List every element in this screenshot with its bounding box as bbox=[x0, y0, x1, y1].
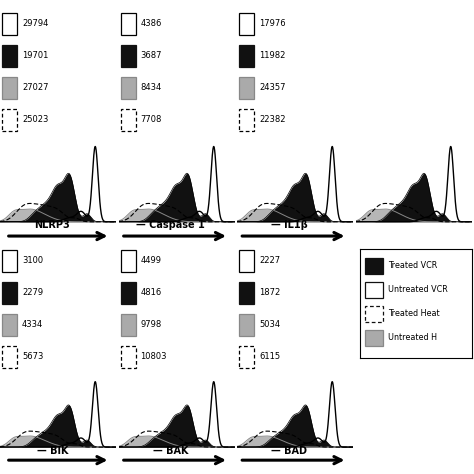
Bar bbox=[239, 314, 255, 336]
Bar bbox=[121, 109, 136, 131]
Text: 4334: 4334 bbox=[22, 319, 43, 328]
Bar bbox=[2, 250, 18, 272]
Text: 27027: 27027 bbox=[22, 82, 48, 91]
Text: Treated VCR: Treated VCR bbox=[388, 261, 438, 270]
Bar bbox=[2, 282, 18, 304]
Bar bbox=[365, 329, 383, 346]
Bar bbox=[239, 282, 255, 304]
Bar bbox=[121, 314, 136, 336]
Text: — BAD: — BAD bbox=[271, 446, 307, 456]
Text: 22382: 22382 bbox=[259, 115, 285, 124]
Text: 17976: 17976 bbox=[259, 18, 286, 27]
Text: 29794: 29794 bbox=[22, 18, 48, 27]
Text: — BAK: — BAK bbox=[153, 446, 189, 456]
Bar bbox=[365, 257, 383, 274]
Text: — Caspase 1: — Caspase 1 bbox=[137, 220, 205, 230]
Text: 2227: 2227 bbox=[259, 255, 280, 264]
Bar bbox=[121, 13, 136, 35]
Bar bbox=[2, 109, 18, 131]
Text: 11982: 11982 bbox=[259, 51, 285, 60]
Text: 7708: 7708 bbox=[141, 115, 162, 124]
Text: Untreated VCR: Untreated VCR bbox=[388, 285, 448, 294]
Bar bbox=[2, 77, 18, 99]
Bar bbox=[365, 282, 383, 298]
Text: — IL1β: — IL1β bbox=[271, 220, 308, 230]
Text: 9798: 9798 bbox=[141, 319, 162, 328]
Bar bbox=[2, 13, 18, 35]
Bar bbox=[239, 77, 255, 99]
Text: 3100: 3100 bbox=[22, 255, 43, 264]
Bar bbox=[121, 282, 136, 304]
Text: Untreated H: Untreated H bbox=[388, 333, 437, 342]
Bar bbox=[365, 306, 383, 322]
Bar bbox=[2, 45, 18, 67]
Bar bbox=[239, 13, 255, 35]
Text: 25023: 25023 bbox=[22, 115, 48, 124]
Bar bbox=[121, 250, 136, 272]
Text: 8434: 8434 bbox=[141, 82, 162, 91]
Text: 1872: 1872 bbox=[259, 288, 280, 297]
Bar bbox=[239, 346, 255, 368]
Text: — BIK: — BIK bbox=[36, 446, 68, 456]
Text: 19701: 19701 bbox=[22, 51, 48, 60]
Text: 24357: 24357 bbox=[259, 82, 285, 91]
Bar bbox=[239, 109, 255, 131]
Text: Treated Heat: Treated Heat bbox=[388, 309, 440, 318]
Text: NLRP3: NLRP3 bbox=[35, 220, 70, 230]
Text: 4386: 4386 bbox=[141, 18, 162, 27]
Bar bbox=[239, 250, 255, 272]
Text: 5034: 5034 bbox=[259, 319, 280, 328]
Bar bbox=[121, 346, 136, 368]
Text: 10803: 10803 bbox=[141, 352, 167, 361]
Text: 4499: 4499 bbox=[141, 255, 162, 264]
Text: 5673: 5673 bbox=[22, 352, 44, 361]
Text: 3687: 3687 bbox=[141, 51, 162, 60]
Bar bbox=[2, 346, 18, 368]
Text: 6115: 6115 bbox=[259, 352, 280, 361]
Text: 2279: 2279 bbox=[22, 288, 43, 297]
Bar bbox=[2, 314, 18, 336]
Text: 4816: 4816 bbox=[141, 288, 162, 297]
Bar bbox=[239, 45, 255, 67]
Bar bbox=[121, 77, 136, 99]
Bar bbox=[121, 45, 136, 67]
